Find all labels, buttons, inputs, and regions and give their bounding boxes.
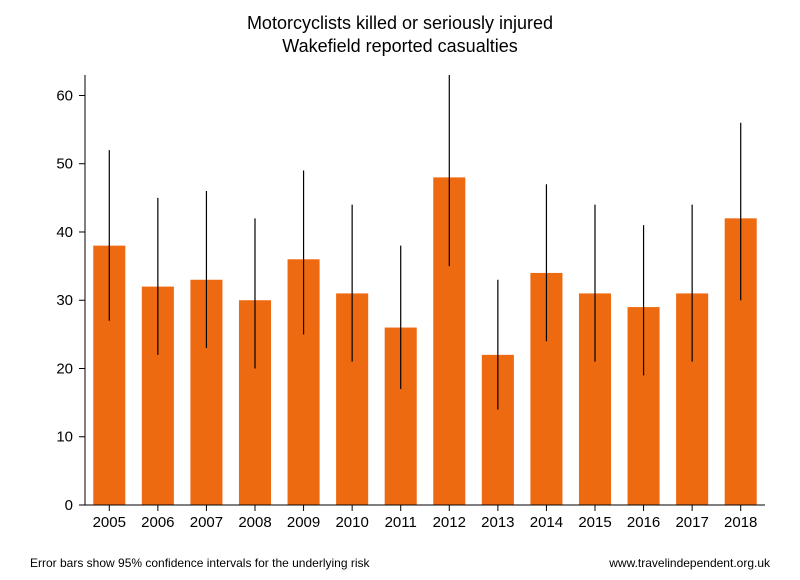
x-tick-label: 2006 bbox=[141, 514, 174, 531]
y-tick-label: 20 bbox=[56, 360, 73, 377]
chart-footer: Error bars show 95% confidence intervals… bbox=[30, 556, 770, 570]
chart-title-line1: Motorcyclists killed or seriously injure… bbox=[247, 13, 553, 33]
x-tick-label: 2017 bbox=[675, 514, 708, 531]
x-tick-label: 2013 bbox=[481, 514, 514, 531]
chart-plot: 0102030405060200520062007200820092010201… bbox=[85, 75, 765, 505]
y-tick-label: 0 bbox=[65, 497, 73, 514]
y-tick-label: 10 bbox=[56, 429, 73, 446]
chart-title: Motorcyclists killed or seriously injure… bbox=[0, 0, 800, 59]
y-tick-label: 40 bbox=[56, 224, 73, 241]
chart-container: Motorcyclists killed or seriously injure… bbox=[0, 0, 800, 580]
x-tick-label: 2015 bbox=[578, 514, 611, 531]
chart-title-line2: Wakefield reported casualties bbox=[282, 36, 517, 56]
x-tick-label: 2010 bbox=[335, 514, 368, 531]
x-tick-label: 2016 bbox=[627, 514, 660, 531]
x-tick-label: 2007 bbox=[190, 514, 223, 531]
x-tick-label: 2012 bbox=[433, 514, 466, 531]
x-tick-label: 2014 bbox=[530, 514, 563, 531]
y-tick-label: 60 bbox=[56, 87, 73, 104]
x-tick-label: 2005 bbox=[93, 514, 126, 531]
footer-right: www.travelindependent.org.uk bbox=[609, 556, 770, 570]
y-tick-label: 30 bbox=[56, 292, 73, 309]
x-tick-label: 2008 bbox=[238, 514, 271, 531]
x-tick-label: 2011 bbox=[385, 514, 417, 531]
x-tick-label: 2009 bbox=[287, 514, 320, 531]
x-tick-label: 2018 bbox=[724, 514, 757, 531]
y-tick-label: 50 bbox=[56, 156, 73, 173]
footer-left: Error bars show 95% confidence intervals… bbox=[30, 556, 370, 570]
